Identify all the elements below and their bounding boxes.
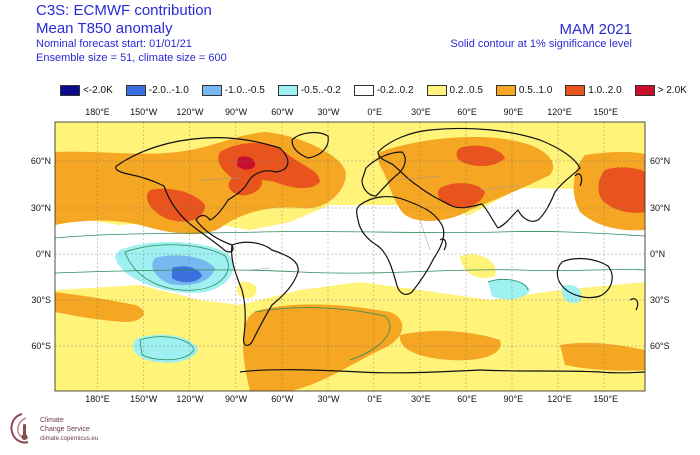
anomaly-fields	[55, 122, 645, 391]
tick-label: 180°E	[85, 107, 110, 117]
legend-swatch	[201, 84, 222, 96]
tick-label: 30°W	[317, 394, 340, 404]
tick-label: 0°E	[367, 394, 382, 404]
legend-item: -0.5..-0.2	[277, 84, 341, 96]
legend-swatch	[125, 84, 146, 96]
tick-label: 30°S	[650, 295, 670, 305]
tick-label: 60°N	[31, 156, 51, 166]
legend-label: -1.0..-0.5	[224, 84, 265, 96]
tick-label: 0°E	[367, 107, 382, 117]
tick-label: 60°E	[457, 394, 477, 404]
tick-label: 180°E	[85, 394, 110, 404]
tick-label: 30°E	[411, 107, 431, 117]
legend-item: -2.0..-1.0	[125, 84, 189, 96]
legend-item: > 2.0K	[634, 84, 687, 96]
map-title: C3S: ECMWF contribution	[36, 2, 212, 19]
legend-label: 1.0..2.0	[588, 84, 622, 96]
legend-item: -0.2..0.2	[353, 84, 414, 96]
legend-label: -0.2..0.2	[376, 84, 414, 96]
tick-label: 30°N	[31, 203, 51, 213]
legend-label: -2.0..-1.0	[148, 84, 189, 96]
color-legend: <-2.0K -2.0..-1.0 -1.0..-0.5 -0.5..-0.2 -0.2…	[60, 82, 700, 98]
tick-label: 60°W	[271, 394, 294, 404]
legend-label: > 2.0K	[657, 84, 687, 96]
tick-label: 150°W	[130, 394, 158, 404]
tick-label: 90°E	[503, 107, 523, 117]
tick-label: 0°N	[650, 249, 665, 259]
legend-swatch	[60, 84, 80, 96]
legend-label: 0.2..0.5	[449, 84, 483, 96]
variable-title: Mean T850 anomaly	[36, 20, 173, 37]
tick-label: 150°E	[593, 394, 618, 404]
legend-item: -1.0..-0.5	[201, 84, 265, 96]
legend-item: 1.0..2.0	[565, 84, 622, 96]
tick-label: 0°N	[36, 249, 51, 259]
tick-label: 90°W	[225, 394, 248, 404]
significance-note: Solid contour at 1% significance level	[450, 38, 632, 50]
tick-label: 30°N	[650, 203, 670, 213]
tick-label: 60°N	[650, 156, 670, 166]
ensemble-size: Ensemble size = 51, climate size = 600	[36, 52, 227, 64]
legend-item: 0.2..0.5	[426, 84, 483, 96]
copernicus-logo	[10, 413, 29, 444]
tick-label: 120°E	[547, 107, 572, 117]
tick-label: 30°S	[31, 295, 51, 305]
longitude-labels-bottom: 180°E 150°W 120°W 90°W 60°W 30°W 0°E 30°E 60°E 90…	[85, 394, 618, 404]
tick-label: 120°W	[176, 394, 204, 404]
legend-item: 0.5..1.0	[495, 84, 553, 96]
legend-label: -0.5..-0.2	[300, 84, 341, 96]
tick-label: 120°W	[176, 107, 204, 117]
tick-label: 60°W	[271, 107, 294, 117]
tick-label: 150°W	[130, 107, 158, 117]
forecast-start: Nominal forecast start: 01/01/21	[36, 38, 192, 50]
season-label: MAM 2021	[559, 21, 632, 38]
tick-label: 60°E	[457, 107, 477, 117]
legend-label: 0.5..1.0	[518, 84, 553, 96]
legend-swatch	[495, 84, 516, 96]
logo-url: climate.copernicus.eu	[40, 436, 99, 442]
latitude-labels-right: 60°N 30°N 0°N 30°S 60°S	[650, 156, 670, 351]
tick-label: 150°E	[593, 107, 618, 117]
legend-swatch	[634, 84, 655, 96]
legend-swatch	[565, 84, 586, 96]
graticule	[55, 122, 645, 391]
tick-label: 60°S	[31, 341, 51, 351]
legend-swatch	[426, 84, 447, 96]
tick-label: 60°S	[650, 341, 670, 351]
tick-label: 30°E	[411, 394, 431, 404]
legend-swatch	[277, 84, 298, 96]
longitude-labels-top: 180°E 150°W 120°W 90°W 60°W 30°W 0°E 30°E 60°E 90…	[85, 107, 618, 117]
legend-swatch	[353, 84, 374, 96]
legend-item: <-2.0K	[60, 84, 113, 96]
tick-label: 90°W	[225, 107, 248, 117]
tick-label: 30°W	[317, 107, 340, 117]
tick-label: 90°E	[503, 394, 523, 404]
map-frame	[54, 121, 646, 392]
logo-name: Climate Change Service	[40, 417, 90, 433]
tick-label: 120°E	[547, 394, 572, 404]
latitude-labels-left: 60°N 30°N 0°N 30°S 60°S	[31, 156, 51, 351]
legend-label: <-2.0K	[83, 84, 113, 96]
